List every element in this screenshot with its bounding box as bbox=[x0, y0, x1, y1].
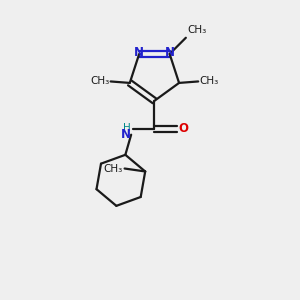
Text: CH₃: CH₃ bbox=[90, 76, 109, 86]
Text: CH₃: CH₃ bbox=[200, 76, 219, 86]
Text: CH₃: CH₃ bbox=[104, 164, 123, 173]
Text: H: H bbox=[123, 123, 131, 133]
Text: N: N bbox=[165, 46, 175, 59]
Text: N: N bbox=[134, 46, 144, 59]
Text: O: O bbox=[179, 122, 189, 135]
Text: N: N bbox=[121, 128, 131, 141]
Text: CH₃: CH₃ bbox=[187, 26, 207, 35]
